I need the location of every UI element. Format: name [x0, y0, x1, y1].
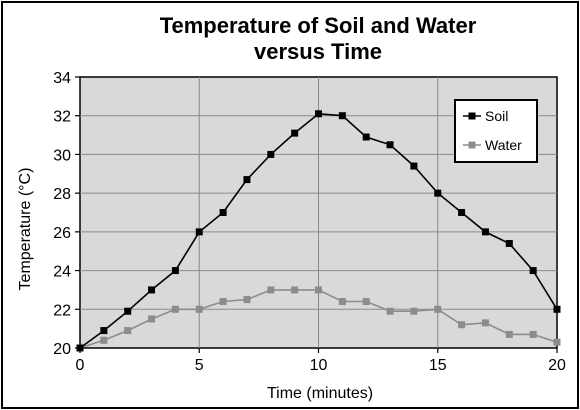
y-tick-label: 30 — [53, 147, 71, 164]
water-data-point — [410, 307, 418, 315]
x-axis-label: Time (minutes) — [267, 385, 373, 402]
chart-title-line-2: versus Time — [254, 39, 382, 64]
water-data-point — [148, 315, 156, 323]
soil-data-point — [76, 344, 84, 352]
water-data-point — [505, 330, 513, 338]
x-tick-label: 10 — [310, 357, 328, 374]
soil-data-point — [267, 150, 275, 158]
series-layer — [76, 110, 561, 352]
x-tick-label: 0 — [76, 357, 85, 374]
soil-data-point — [386, 141, 394, 149]
y-tick-label: 32 — [53, 109, 71, 126]
y-tick-label: 22 — [53, 302, 71, 319]
soil-data-point — [100, 327, 108, 335]
x-tick-label: 20 — [548, 357, 566, 374]
legend-water-label: Water — [485, 137, 522, 153]
y-tick-label: 26 — [53, 225, 71, 242]
y-axis-ticks: 20 22 24 26 28 30 32 34 — [53, 70, 80, 358]
soil-data-point — [291, 129, 299, 137]
soil-data-point — [434, 189, 442, 197]
x-axis-ticks: 0 5 10 15 20 — [76, 348, 566, 374]
water-data-point — [195, 305, 203, 313]
water-data-point — [386, 307, 394, 315]
soil-data-point — [362, 133, 370, 141]
water-data-point — [362, 298, 370, 306]
legend-box — [454, 99, 538, 163]
soil-data-point — [148, 286, 156, 294]
legend-water-marker — [468, 141, 476, 149]
water-data-point — [124, 327, 132, 335]
water-data-point — [219, 298, 227, 306]
water-data-point — [171, 305, 179, 313]
x-tick-label: 15 — [429, 357, 447, 374]
soil-data-point — [219, 209, 227, 216]
legend-soil-marker — [468, 112, 476, 120]
legend: Soil Water — [454, 99, 538, 163]
x-tick-label: 5 — [195, 357, 204, 374]
water-data-point — [291, 286, 299, 294]
soil-data-point — [505, 239, 513, 247]
water-data-point — [553, 338, 561, 346]
soil-data-point — [338, 112, 346, 120]
water-data-point — [315, 286, 322, 294]
water-data-point — [267, 286, 275, 294]
water-data-point — [458, 321, 466, 329]
water-data-point — [529, 330, 537, 338]
water-data-point — [243, 296, 251, 304]
soil-data-point — [243, 176, 251, 184]
water-data-point — [481, 319, 489, 327]
y-tick-label: 34 — [53, 70, 71, 87]
soil-data-point — [124, 307, 132, 315]
legend-soil-label: Soil — [485, 108, 508, 124]
soil-data-point — [529, 267, 537, 275]
soil-data-point — [458, 209, 466, 216]
y-tick-label: 20 — [53, 341, 71, 358]
chart-title-line-1: Temperature of Soil and Water — [160, 13, 477, 38]
y-tick-label: 28 — [53, 186, 71, 203]
soil-data-point — [315, 110, 322, 118]
soil-data-point — [171, 267, 179, 275]
y-tick-label: 24 — [53, 264, 71, 281]
soil-data-point — [553, 305, 561, 313]
soil-data-point — [410, 162, 418, 170]
water-data-point — [100, 336, 108, 344]
soil-data-point — [481, 228, 489, 236]
y-axis-label: Temperature (°C) — [17, 168, 34, 291]
soil-data-point — [195, 228, 203, 236]
water-data-point — [338, 298, 346, 306]
water-data-point — [434, 305, 442, 313]
